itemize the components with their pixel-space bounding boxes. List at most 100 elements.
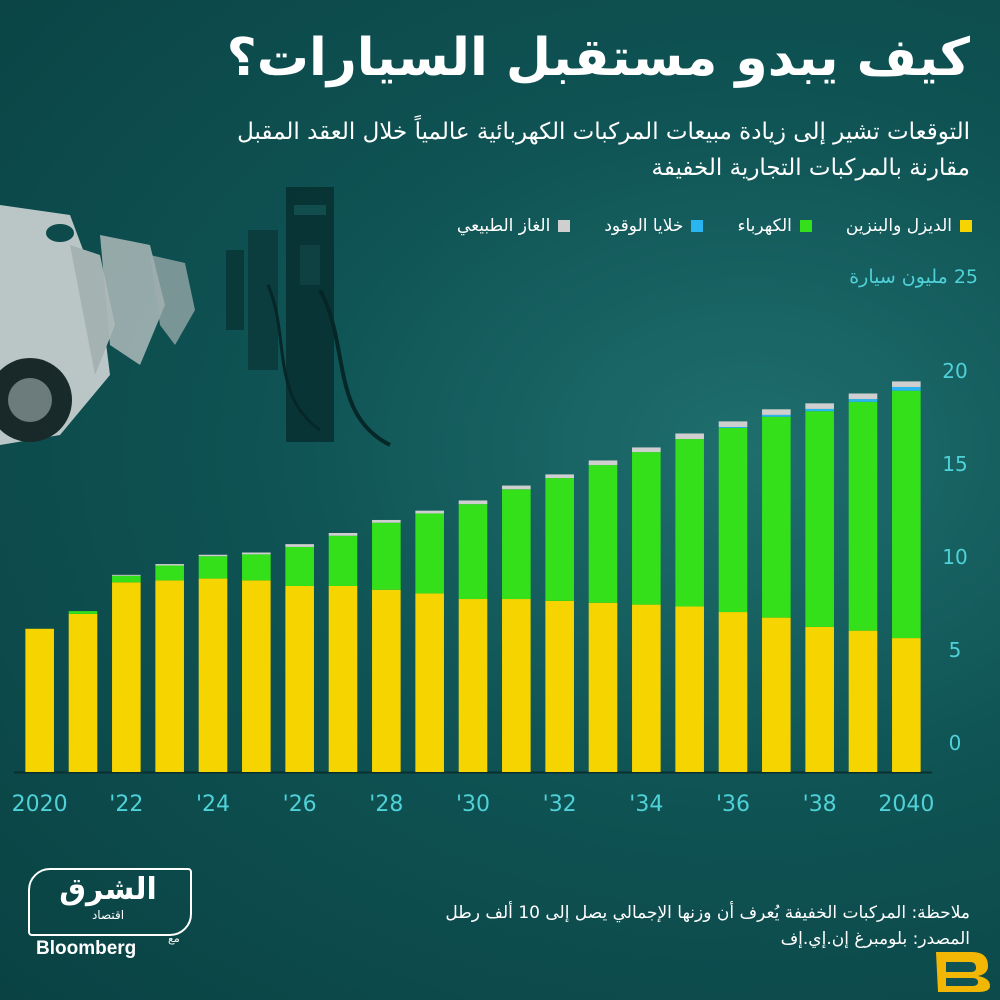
bar-segment-1-2022 bbox=[112, 575, 141, 583]
legend-swatch bbox=[558, 220, 571, 232]
y-tick-label: 10 bbox=[942, 545, 967, 569]
bar-segment-0-2034 bbox=[632, 604, 661, 772]
bar-segment-1-2030 bbox=[458, 504, 488, 600]
y-axis-unit-label: 25 مليون سيارة bbox=[849, 266, 978, 288]
bar-segment-3-2035 bbox=[675, 433, 704, 440]
bar-segment-0-2022 bbox=[112, 582, 141, 772]
bar-segment-3-2028 bbox=[372, 519, 401, 523]
x-tick-label: '32 bbox=[543, 792, 577, 817]
bar-segment-1-2031 bbox=[502, 489, 531, 600]
bar-segment-1-2036 bbox=[718, 427, 748, 613]
legend-swatch bbox=[960, 220, 972, 232]
charging-station-illustration bbox=[0, 187, 391, 447]
y-tick-label: 15 bbox=[942, 452, 967, 476]
legend-label: الكهرباء bbox=[737, 216, 792, 236]
bar-segment-3-2040 bbox=[892, 381, 921, 387]
bar-segment-0-2039 bbox=[848, 630, 878, 772]
watermark-logo-icon bbox=[936, 952, 990, 992]
bar-segment-1-2037 bbox=[762, 416, 791, 618]
bar-segment-1-2039 bbox=[848, 401, 878, 631]
bar-segment-1-2035 bbox=[675, 439, 704, 607]
y-tick-label: 5 bbox=[949, 638, 962, 662]
bar-segment-1-2032 bbox=[545, 478, 574, 601]
bar-segment-0-2025 bbox=[242, 580, 271, 772]
x-tick-label: '28 bbox=[369, 792, 403, 817]
bar-segment-0-2024 bbox=[198, 578, 228, 772]
bar-segment-1-2023 bbox=[155, 565, 184, 581]
bar-segment-3-2036 bbox=[718, 421, 748, 427]
x-tick-label: '36 bbox=[716, 792, 750, 817]
bar-segment-0-2037 bbox=[762, 617, 791, 772]
bar-segment-0-2029 bbox=[415, 593, 444, 772]
bar-segment-3-2039 bbox=[848, 393, 878, 400]
footnote: ملاحظة: المركبات الخفيفة يُعرف أن وزنها … bbox=[270, 900, 970, 952]
bar-segment-0-2036 bbox=[718, 612, 748, 772]
bar-segment-2-2039 bbox=[848, 399, 878, 402]
bar-segment-1-2038 bbox=[805, 411, 834, 627]
bar-segment-1-2029 bbox=[415, 513, 444, 594]
x-tick-label: '22 bbox=[109, 792, 143, 817]
bar-segment-0-2021 bbox=[68, 613, 98, 772]
x-tick-label: '34 bbox=[629, 792, 663, 817]
subtitle-line-2: مقارنة بالمركبات التجارية الخفيفة bbox=[651, 155, 970, 181]
legend-swatch bbox=[691, 220, 704, 232]
bar-segment-2-2036 bbox=[718, 426, 748, 428]
bar-segment-1-2026 bbox=[285, 546, 314, 586]
chart-title: كيف يبدو مستقبل السيارات؟ bbox=[226, 28, 970, 88]
bar-segment-3-2038 bbox=[805, 403, 834, 409]
bar-segment-1-2027 bbox=[328, 535, 358, 586]
bar-segment-0-2032 bbox=[545, 600, 574, 772]
bar-segment-3-2025 bbox=[242, 552, 271, 555]
bar-segment-0-2023 bbox=[155, 580, 184, 772]
legend-label: الديزل والبنزين bbox=[845, 216, 952, 236]
bar-segment-0-2040 bbox=[892, 638, 921, 772]
bar-segment-2-2038 bbox=[805, 408, 834, 412]
x-tick-label: 2040 bbox=[878, 792, 934, 817]
legend-item-electric: الكهرباء bbox=[737, 216, 812, 236]
bar-segment-3-2023 bbox=[155, 564, 184, 566]
bar-segment-0-2033 bbox=[588, 602, 618, 772]
logo-frame bbox=[28, 868, 192, 936]
bar-segment-2-2040 bbox=[892, 386, 921, 391]
y-tick-label: 0 bbox=[949, 731, 962, 755]
bar-segment-0-2020 bbox=[25, 628, 54, 772]
bar-segment-3-2029 bbox=[415, 510, 444, 514]
legend-item-natural-gas: الغاز الطبيعي bbox=[457, 216, 571, 236]
bar-segment-0-2027 bbox=[328, 586, 358, 772]
legend-swatch bbox=[799, 220, 812, 232]
bar-segment-0-2030 bbox=[458, 599, 488, 772]
bar-segment-3-2033 bbox=[588, 460, 618, 466]
subtitle-line-1: التوقعات تشير إلى زيادة مبيعات المركبات … bbox=[237, 119, 970, 145]
asharq-bloomberg-logo: الشرق اقتصاد مع Bloomberg bbox=[28, 868, 192, 964]
bar-segment-0-2038 bbox=[805, 626, 834, 772]
bar-segment-3-2027 bbox=[328, 532, 358, 536]
logo-main-text: الشرق bbox=[59, 872, 157, 907]
logo-with-text: مع bbox=[168, 932, 180, 945]
logo-partner-text: Bloomberg bbox=[36, 938, 137, 959]
bar-segment-0-2031 bbox=[502, 599, 531, 772]
bar-segment-1-2028 bbox=[372, 522, 401, 590]
bar-segment-3-2037 bbox=[762, 409, 791, 415]
chart-subtitle: التوقعات تشير إلى زيادة مبيعات المركبات … bbox=[30, 114, 970, 186]
bar-segment-1-2024 bbox=[198, 556, 228, 579]
bar-segment-3-2034 bbox=[632, 447, 661, 453]
bar-segment-0-2028 bbox=[372, 589, 401, 772]
bar-segment-0-2026 bbox=[285, 586, 314, 772]
bar-segment-3-2031 bbox=[502, 485, 531, 490]
bar-segment-3-2024 bbox=[198, 554, 228, 557]
legend-item-gasoline-diesel: الديزل والبنزين bbox=[846, 216, 972, 236]
x-tick-label: 2020 bbox=[12, 792, 68, 817]
x-tick-label: '30 bbox=[456, 792, 490, 817]
bar-segment-1-2034 bbox=[632, 452, 661, 605]
x-tick-label: '24 bbox=[196, 792, 230, 817]
x-tick-label: '38 bbox=[803, 792, 837, 817]
note-text: ملاحظة: المركبات الخفيفة يُعرف أن وزنها … bbox=[445, 903, 970, 923]
x-tick-label: '26 bbox=[283, 792, 317, 817]
bar-segment-2-2037 bbox=[762, 414, 791, 417]
bar-segment-3-2026 bbox=[285, 544, 314, 547]
legend: الديزل والبنزين الكهرباء خلايا الوقود ال… bbox=[457, 216, 972, 236]
bar-segment-0-2035 bbox=[675, 606, 704, 772]
logo-sub-text: اقتصاد bbox=[91, 908, 125, 922]
source-text: المصدر: بلومبرغ إن.إي.إف bbox=[780, 929, 970, 949]
